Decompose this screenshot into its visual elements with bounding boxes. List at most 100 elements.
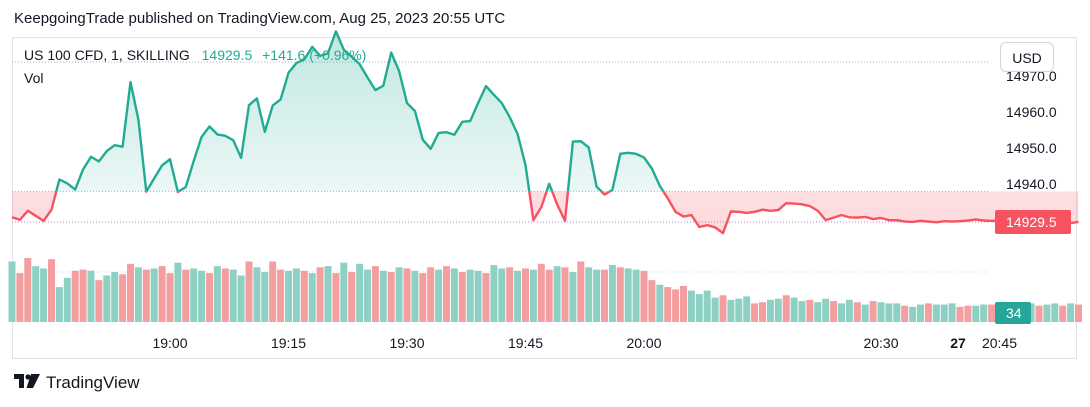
volume-bar <box>285 270 292 322</box>
volume-bar <box>537 263 545 322</box>
volume-bar <box>687 290 695 322</box>
volume-bar <box>1051 303 1059 322</box>
volume-bar <box>16 273 24 322</box>
volume-bar <box>403 268 411 322</box>
symbol-label: US 100 CFD, 1, SKILLING <box>24 47 190 63</box>
volume-bar <box>356 263 364 322</box>
volume-bar <box>134 267 142 322</box>
volume-bar <box>585 267 593 322</box>
volume-bar <box>561 267 569 322</box>
volume-bar <box>616 267 624 322</box>
volume-bar <box>482 273 490 322</box>
volume-bar <box>664 287 672 322</box>
footer-brand-label: TradingView <box>46 373 140 392</box>
volume-bar <box>87 270 95 322</box>
volume-bar <box>893 303 901 322</box>
x-tick-label: 20:30 <box>863 335 898 351</box>
volume-bar <box>703 290 711 322</box>
volume-bar <box>845 299 853 322</box>
volume-bar <box>814 302 822 322</box>
volume-bar <box>601 269 608 322</box>
price-line-below <box>11 191 1079 235</box>
volume-bar <box>387 271 395 322</box>
last-price-label: 14929.5 <box>1006 214 1057 230</box>
volume-bar <box>569 271 577 322</box>
area-fill-below <box>12 191 1079 234</box>
volume-bar <box>379 270 387 322</box>
volume-bar <box>213 266 221 322</box>
volume-bar <box>245 261 253 322</box>
volume-bar <box>940 304 948 322</box>
volume-bar <box>261 271 269 322</box>
volume-bar <box>277 269 285 322</box>
volume-bar <box>648 280 656 322</box>
volume-bar <box>766 299 774 322</box>
volume-bar <box>877 302 885 322</box>
volume-bar <box>506 267 514 322</box>
volume-bar <box>269 261 277 322</box>
volume-bar <box>553 266 561 322</box>
volume-bar <box>1059 305 1067 322</box>
chart-legend: US 100 CFD, 1, SKILLING 14929.5 +141.6 (… <box>24 47 366 63</box>
volume-bar <box>206 273 213 322</box>
volume-bar <box>695 294 703 322</box>
volume-bar <box>40 268 48 322</box>
volume-bar <box>514 270 522 322</box>
volume-bar <box>853 302 861 322</box>
footer-brand[interactable]: TradingView <box>14 373 140 393</box>
volume-bar <box>411 270 419 322</box>
volume-label: Vol <box>24 70 44 86</box>
volume-bar <box>830 301 838 322</box>
volume-bar <box>182 269 190 322</box>
volume-bar <box>980 304 988 322</box>
volume-bar <box>490 264 498 322</box>
volume-bar <box>198 270 206 322</box>
x-tick-label: 19:15 <box>271 335 306 351</box>
volume-bar <box>964 305 972 322</box>
volume-bar <box>956 306 964 322</box>
volume-bar <box>458 271 466 322</box>
volume-bar <box>190 268 198 322</box>
volume-bar <box>632 269 640 322</box>
volume-bar <box>529 269 537 322</box>
volume-bar <box>759 302 766 322</box>
volume-bar <box>371 266 379 322</box>
volume-bar <box>522 268 529 322</box>
volume-bar <box>324 266 332 322</box>
volume-bar <box>300 270 308 322</box>
volume-bar <box>1027 303 1035 322</box>
volume-bar <box>237 275 245 322</box>
volume-bar <box>798 301 806 322</box>
volume-bar <box>1035 305 1043 322</box>
volume-bar <box>751 303 759 322</box>
volume-bar <box>1043 304 1051 322</box>
volume-bar <box>727 299 735 322</box>
last-price-tag <box>995 209 1071 234</box>
tradingview-logo-icon <box>14 373 40 393</box>
volume-bar <box>743 296 751 322</box>
volume-bar <box>111 271 119 322</box>
legend-change: +141.6 (+0.96%) <box>262 47 367 63</box>
x-tick-label: 19:30 <box>389 335 424 351</box>
volume-bar <box>308 273 316 322</box>
volume-bar <box>924 303 932 322</box>
volume-bar <box>608 264 616 322</box>
volume-bar <box>395 267 403 322</box>
volume-bar <box>419 273 427 322</box>
area-fill-above <box>56 31 664 192</box>
volume-bar <box>640 270 648 322</box>
volume-bar <box>672 289 680 322</box>
volume-bar <box>119 274 127 322</box>
volume-bar <box>316 267 324 322</box>
currency-button[interactable]: USD <box>1000 42 1054 72</box>
y-tick-label: 14970.0 <box>1006 68 1057 84</box>
volume-bar <box>901 305 909 322</box>
volume-bar <box>55 287 63 322</box>
volume-bar <box>593 269 601 322</box>
volume-bar <box>917 304 924 322</box>
volume-bar <box>577 261 585 322</box>
volume-bar <box>127 263 134 322</box>
volume-bar <box>680 285 687 322</box>
volume-bar <box>435 269 443 322</box>
